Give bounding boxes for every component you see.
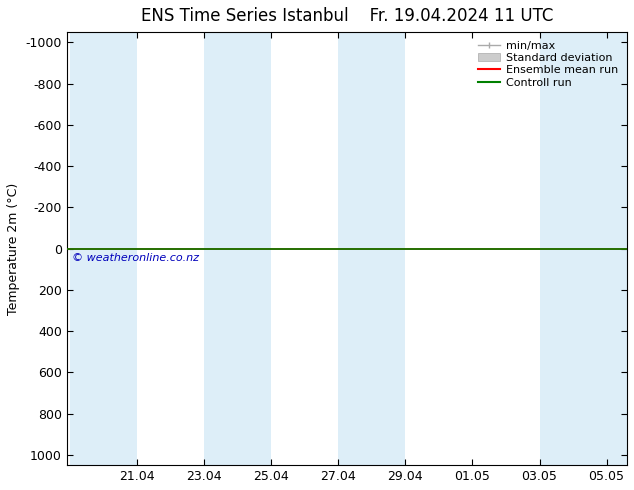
Legend: min/max, Standard deviation, Ensemble mean run, Controll run: min/max, Standard deviation, Ensemble me…: [474, 38, 621, 91]
Bar: [70, 32, 137, 465]
Text: © weatheronline.co.nz: © weatheronline.co.nz: [72, 253, 199, 263]
Bar: [540, 32, 626, 465]
Title: ENS Time Series Istanbul    Fr. 19.04.2024 11 UTC: ENS Time Series Istanbul Fr. 19.04.2024 …: [141, 7, 553, 25]
Bar: [204, 32, 271, 465]
Y-axis label: Temperature 2m (°C): Temperature 2m (°C): [7, 182, 20, 315]
Bar: [339, 32, 405, 465]
